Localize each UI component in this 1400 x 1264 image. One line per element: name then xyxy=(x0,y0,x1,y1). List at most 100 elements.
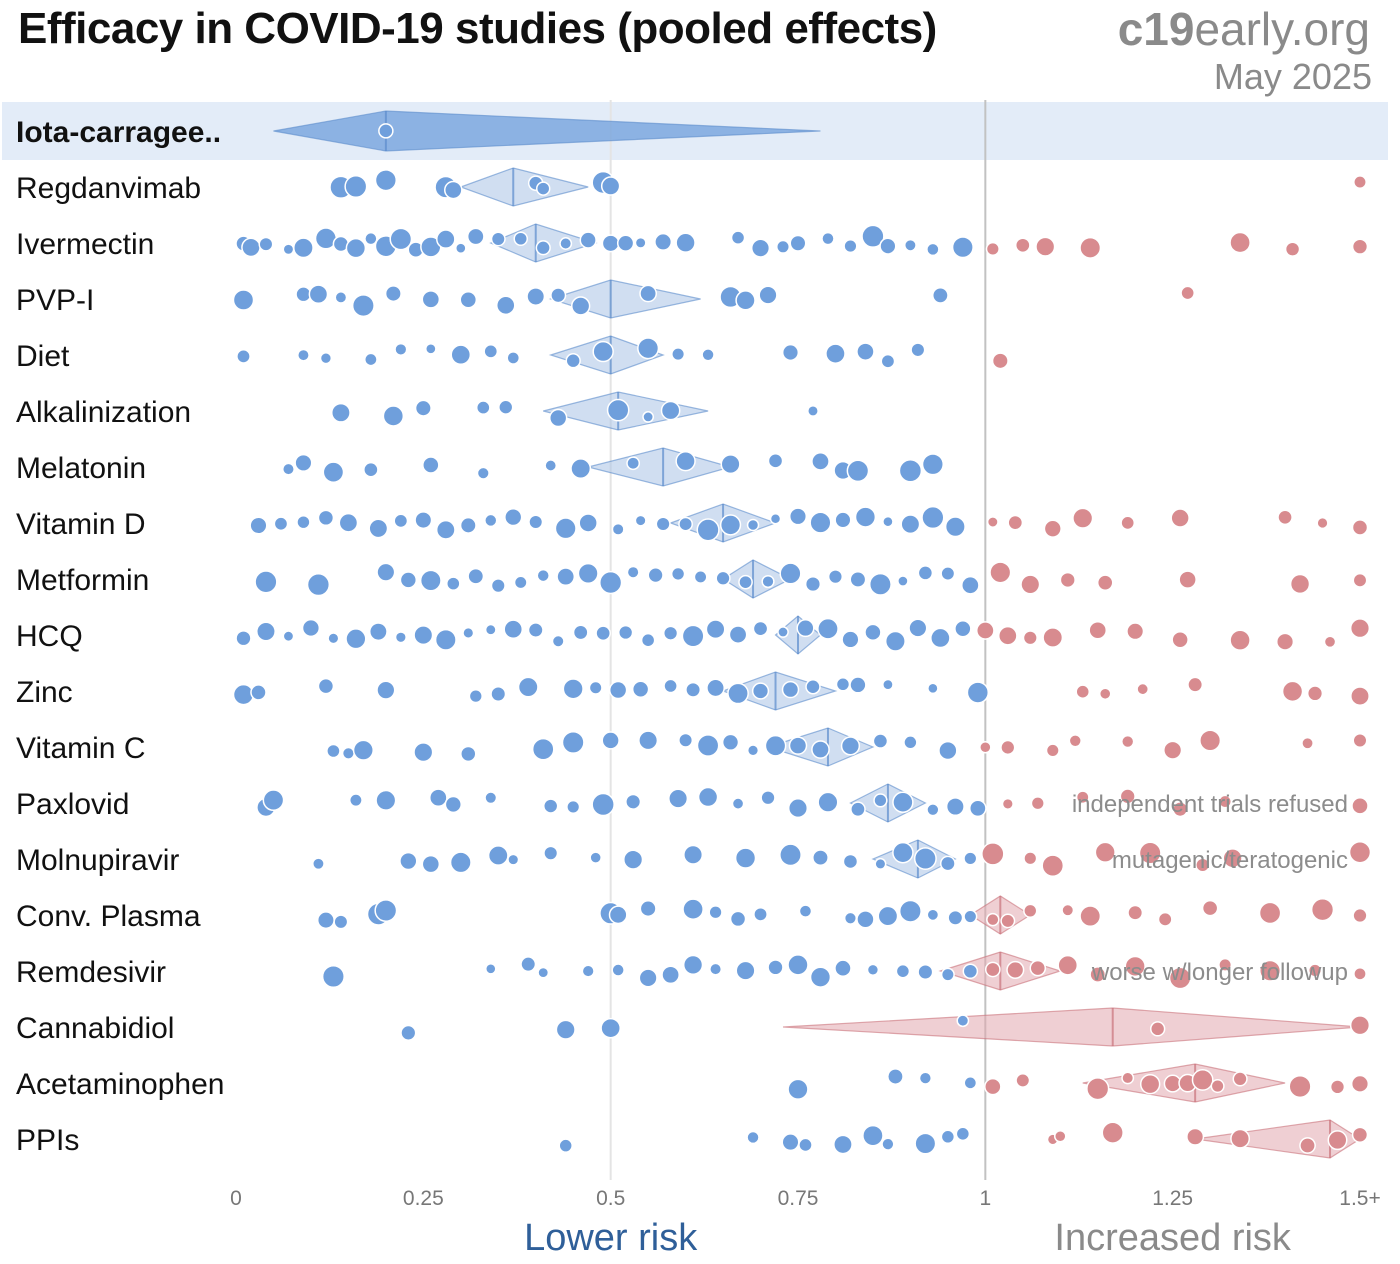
study-point xyxy=(273,516,289,532)
study-point xyxy=(927,682,939,695)
study-point xyxy=(526,287,546,306)
study-point xyxy=(1171,630,1189,649)
study-point xyxy=(825,343,846,364)
study-point xyxy=(1180,285,1195,301)
study-point xyxy=(581,964,595,978)
study-point xyxy=(600,176,621,196)
study-point xyxy=(399,851,418,871)
study-point xyxy=(1121,1071,1135,1085)
study-point xyxy=(1059,571,1076,589)
study-point xyxy=(422,456,440,474)
x-tick-label: 1 xyxy=(979,1187,991,1210)
study-point xyxy=(655,516,671,532)
study-point xyxy=(706,678,725,698)
study-point xyxy=(616,234,635,252)
study-point xyxy=(531,737,555,761)
study-point xyxy=(640,632,656,648)
study-point xyxy=(1351,797,1369,815)
study-point xyxy=(1259,959,1282,982)
study-point xyxy=(400,1024,417,1041)
study-point xyxy=(787,1078,809,1100)
study-point xyxy=(333,914,349,930)
study-point xyxy=(781,343,800,362)
study-point xyxy=(746,1130,760,1145)
study-point xyxy=(394,631,407,644)
row-label: Remdesivir xyxy=(16,956,166,989)
study-point xyxy=(849,676,867,694)
row-label: Vitamin C xyxy=(16,732,146,765)
brand-logo: c19early.org xyxy=(1118,2,1370,56)
study-point xyxy=(1187,676,1204,693)
study-point xyxy=(945,797,965,817)
study-point xyxy=(1127,904,1144,921)
study-point xyxy=(611,963,625,977)
study-point xyxy=(376,680,396,700)
study-point xyxy=(787,954,809,976)
row-label: PPIs xyxy=(16,1124,79,1157)
study-point xyxy=(720,454,741,475)
study-point xyxy=(834,511,852,529)
pooled-diamond xyxy=(548,279,701,319)
study-point xyxy=(1075,790,1090,805)
study-point xyxy=(897,575,909,587)
study-point xyxy=(751,682,770,700)
study-point xyxy=(413,742,434,763)
study-point xyxy=(729,910,747,928)
study-point xyxy=(344,174,368,199)
study-point xyxy=(685,681,702,698)
study-point xyxy=(1001,797,1014,811)
study-point xyxy=(435,519,456,540)
study-point xyxy=(746,744,760,757)
study-point xyxy=(675,450,696,472)
study-point xyxy=(872,733,889,749)
study-point xyxy=(503,619,524,639)
study-point xyxy=(728,625,748,644)
study-point xyxy=(341,746,355,760)
study-point xyxy=(566,799,581,815)
study-point xyxy=(235,630,252,647)
study-point xyxy=(1353,175,1367,189)
study-point xyxy=(517,676,539,698)
study-point xyxy=(507,853,520,866)
study-point xyxy=(384,285,402,303)
study-point xyxy=(258,236,274,252)
study-point xyxy=(537,966,550,979)
study-point xyxy=(682,954,704,976)
study-point xyxy=(601,234,620,253)
study-point xyxy=(788,507,808,526)
study-point xyxy=(595,625,611,642)
study-point xyxy=(1186,1127,1205,1146)
study-point xyxy=(985,241,1000,257)
study-point xyxy=(1023,903,1038,918)
study-point xyxy=(1351,519,1369,536)
study-point xyxy=(490,578,506,594)
study-point xyxy=(351,294,375,318)
study-point xyxy=(864,623,882,642)
study-point xyxy=(873,793,888,808)
row-label: Paxlovid xyxy=(16,788,129,821)
study-point xyxy=(1229,629,1251,651)
row-label: Diet xyxy=(16,340,70,373)
study-point xyxy=(374,169,398,192)
study-point xyxy=(446,576,461,591)
study-point xyxy=(963,909,978,924)
study-point xyxy=(1229,231,1251,254)
study-point xyxy=(626,565,640,579)
pooled-diamond xyxy=(721,671,838,711)
study-point xyxy=(903,735,918,750)
study-point xyxy=(345,237,367,259)
study-point xyxy=(513,575,528,590)
study-point xyxy=(544,459,558,472)
study-point xyxy=(940,1129,956,1145)
study-point xyxy=(846,459,870,483)
study-point xyxy=(721,733,740,751)
study-point xyxy=(389,227,413,251)
study-point xyxy=(543,845,559,861)
study-point xyxy=(767,453,784,469)
study-point xyxy=(1178,570,1197,589)
study-point xyxy=(424,342,437,355)
study-point xyxy=(758,285,778,305)
study-point xyxy=(991,352,1009,370)
row-annotation: worse w/longer followup xyxy=(1091,959,1348,986)
study-point xyxy=(956,1014,970,1028)
